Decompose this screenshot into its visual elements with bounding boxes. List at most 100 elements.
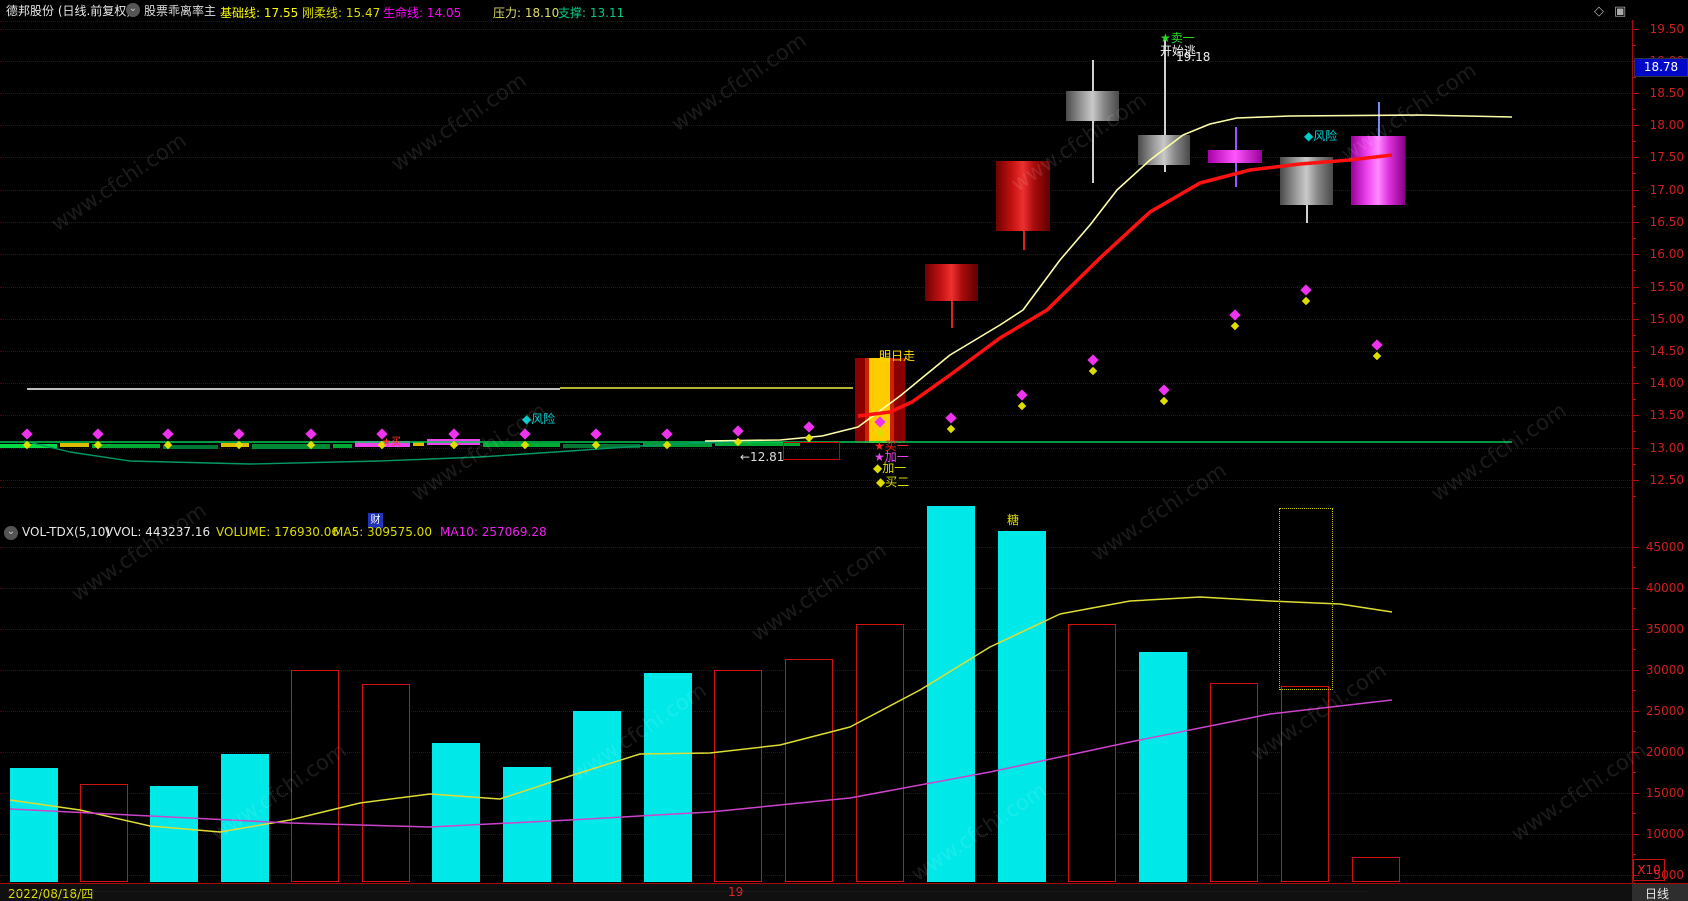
add-one-2-label: ◆加一 [873, 461, 907, 475]
candlestick-gray [1066, 91, 1119, 121]
axis-tick [1632, 222, 1639, 223]
vol-indicator-field: MA10: 257069.28 [440, 525, 547, 539]
axis-minor-tick [1632, 567, 1636, 568]
main-chart-header: 德邦股份 (日线.前复权) ⌄ 股票乖离率主 基础线: 17.55 刚柔线: 15… [0, 0, 1688, 20]
volume-bar-down [856, 624, 904, 882]
axis-tick [1632, 629, 1639, 630]
axis-tick [1632, 254, 1639, 255]
cai-news-badge[interactable]: 财 [368, 513, 383, 528]
axis-minor-tick [1632, 77, 1636, 78]
flat-candle-segment [715, 442, 800, 446]
grid-line [0, 588, 1632, 589]
flat-candle-segment [60, 443, 89, 447]
price-axis-label: 13.00 [1649, 441, 1684, 455]
indicator-field: 压力: 18.10 [493, 6, 560, 20]
volume-axis-label: 10000 [1645, 827, 1684, 841]
grid-line [0, 319, 1632, 320]
candle-wick [1235, 127, 1237, 150]
add-one-label: ★加一 [874, 450, 909, 464]
red-outline-box [783, 442, 840, 460]
price-axis-label: 16.50 [1649, 215, 1684, 229]
flat-candle-segment [333, 444, 352, 448]
axis-minor-tick [1632, 367, 1636, 368]
volume-axis-label: 20000 [1645, 745, 1684, 759]
volume-axis-label: 25000 [1645, 704, 1684, 718]
vol-indicator-field: VVOL: 443237.16 [105, 525, 211, 539]
axis-tick [1632, 383, 1639, 384]
volume-bar-up [503, 767, 551, 882]
indicator-name: 股票乖离率主 [144, 4, 217, 18]
axis-minor-tick [1632, 772, 1636, 773]
collapse-main-icon[interactable]: ⌄ [126, 3, 140, 17]
axis-minor-tick [1632, 173, 1636, 174]
volume-bar-down [1068, 624, 1116, 882]
axis-minor-tick [1632, 303, 1636, 304]
axis-tick [1632, 752, 1639, 753]
vol-indicator-field: VOLUME: 176930.06 [216, 525, 339, 539]
axis-minor-tick [1632, 464, 1636, 465]
volume-bar-up [1139, 652, 1187, 882]
axis-tick [1632, 588, 1639, 589]
volume-bar-up [573, 711, 621, 882]
price-axis-label: 18.00 [1649, 118, 1684, 132]
sell-one-label: ★卖一 [1160, 31, 1195, 45]
axis-tick [1632, 190, 1639, 191]
grid-line [0, 547, 1632, 548]
collapse-vol-icon[interactable]: ⌄ [4, 526, 18, 540]
current-bar-dotted-box [1279, 508, 1333, 690]
count-marker: 19 [728, 885, 744, 899]
axis-tick [1632, 793, 1639, 794]
candlestick-pink [1351, 136, 1405, 205]
axis-tick [1632, 93, 1639, 94]
axis-tick [1632, 547, 1639, 548]
grid-line [0, 254, 1632, 255]
candle-wick [1164, 39, 1166, 135]
axis-tick [1632, 670, 1639, 671]
flat-candle-segment [563, 444, 640, 448]
indicator-field: 支撑: 13.11 [558, 6, 625, 20]
axis-tick [1632, 319, 1639, 320]
axis-minor-tick [1632, 649, 1636, 650]
volume-axis-label: 45000 [1645, 540, 1684, 554]
volume-axis-label: 30000 [1645, 663, 1684, 677]
tang-marker: 糖 [1007, 513, 1020, 527]
date-label[interactable]: 2022/08/18/四 [8, 887, 94, 901]
risk-label-2: ◆风险 [1304, 129, 1338, 143]
volume-bar-up [644, 673, 692, 882]
grid-line [0, 415, 1632, 416]
candle-wick [1092, 60, 1094, 91]
axis-minor-tick [1632, 854, 1636, 855]
volume-bar-down [291, 670, 339, 882]
axis-tick [1632, 875, 1639, 876]
candle-wick [1235, 163, 1237, 187]
axis-minor-tick [1632, 335, 1636, 336]
grid-line [0, 93, 1632, 94]
grid-line [0, 222, 1632, 223]
axis-tick [1632, 448, 1639, 449]
axis-minor-tick [1632, 141, 1636, 142]
grid-line [0, 480, 1632, 481]
period-selector[interactable]: 日线 [1645, 887, 1670, 901]
axis-tick [1632, 711, 1639, 712]
axis-minor-tick [1632, 109, 1636, 110]
price-axis-label: 14.00 [1649, 376, 1684, 390]
volume-multiplier-box[interactable]: X10 [1633, 859, 1665, 881]
start-flee-label: 开始逃 [1160, 44, 1197, 58]
diamond-icon[interactable]: ◇ [1594, 4, 1604, 19]
axis-minor-tick [1632, 608, 1636, 609]
axis-minor-tick [1632, 238, 1636, 239]
axis-minor-tick [1632, 206, 1636, 207]
panel-icon[interactable]: ▣ [1614, 4, 1627, 19]
risk-label-1: ◆风险 [522, 412, 556, 426]
candlestick-gray [1280, 157, 1333, 205]
volume-bar-down [1210, 683, 1258, 882]
axis-minor-tick [1632, 690, 1636, 691]
volume-bar-down [1352, 857, 1400, 882]
price-axis-label: 17.50 [1649, 150, 1684, 164]
volume-bar-down [1281, 686, 1329, 882]
axis-minor-tick [1632, 45, 1636, 46]
stock-title: 德邦股份 (日线.前复权) [6, 4, 131, 18]
volume-axis-label: 35000 [1645, 622, 1684, 636]
axis-minor-tick [1632, 399, 1636, 400]
price-19-18-label: 19.18 [1176, 50, 1211, 64]
